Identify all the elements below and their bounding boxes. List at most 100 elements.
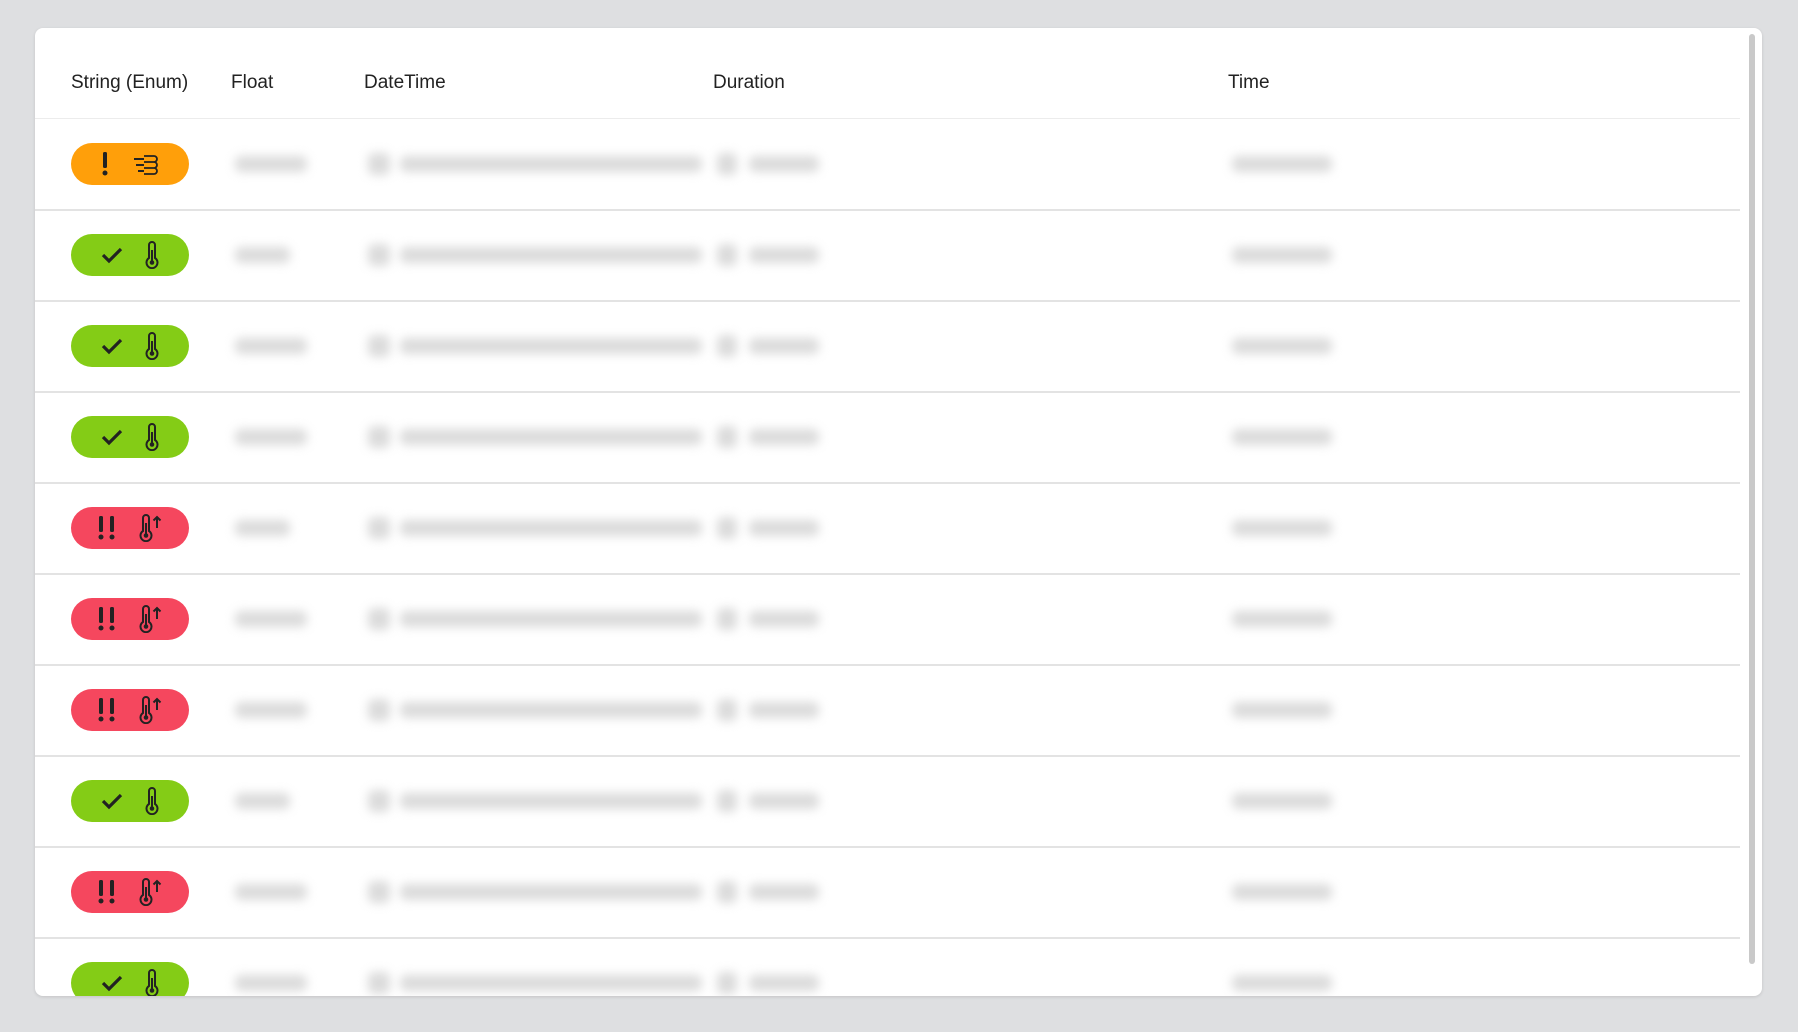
duration-cell-redacted: [749, 793, 819, 809]
check-icon: [101, 338, 123, 355]
float-cell-redacted: [235, 520, 290, 536]
time-cell-redacted: [1232, 247, 1332, 263]
table-row[interactable]: [35, 847, 1740, 939]
column-header-duration[interactable]: Duration: [713, 72, 785, 93]
time-cell-redacted: [1232, 702, 1332, 718]
datetime-cell-redacted: [400, 247, 702, 263]
datetime-icon-redacted: [368, 608, 390, 630]
status-badge-ok: [71, 416, 189, 458]
thermometer-up-icon: [139, 878, 162, 906]
duration-cell-redacted: [749, 520, 819, 536]
time-cell-redacted: [1232, 793, 1332, 809]
duration-icon-redacted: [717, 790, 737, 812]
float-cell-redacted: [235, 611, 307, 627]
duration-cell-redacted: [749, 247, 819, 263]
duration-icon-redacted: [717, 608, 737, 630]
datetime-cell-redacted: [400, 702, 702, 718]
double-exclamation-icon: [98, 880, 115, 904]
datetime-icon-redacted: [368, 335, 390, 357]
datetime-icon-redacted: [368, 699, 390, 721]
float-cell-redacted: [235, 429, 307, 445]
float-cell-redacted: [235, 156, 307, 172]
check-icon: [101, 975, 123, 992]
datetime-cell-redacted: [400, 338, 702, 354]
thermometer-icon: [145, 969, 159, 996]
float-cell-redacted: [235, 884, 307, 900]
check-icon: [101, 247, 123, 264]
column-header-string-enum[interactable]: String (Enum): [71, 72, 189, 93]
time-cell-redacted: [1232, 884, 1332, 900]
datetime-icon-redacted: [368, 153, 390, 175]
duration-cell-redacted: [749, 611, 819, 627]
duration-icon-redacted: [717, 244, 737, 266]
status-badge-critical: [71, 598, 189, 640]
status-badge-warning: [71, 143, 189, 185]
duration-cell-redacted: [749, 156, 819, 172]
column-header-time[interactable]: Time: [1228, 72, 1270, 93]
datetime-cell-redacted: [400, 429, 702, 445]
float-cell-redacted: [235, 975, 307, 991]
datetime-icon-redacted: [368, 972, 390, 994]
duration-icon-redacted: [717, 426, 737, 448]
float-cell-redacted: [235, 338, 307, 354]
thermometer-up-icon: [139, 605, 162, 633]
datetime-cell-redacted: [400, 975, 702, 991]
time-cell-redacted: [1232, 975, 1332, 991]
status-badge-critical: [71, 689, 189, 731]
double-exclamation-icon: [98, 516, 115, 540]
datetime-icon-redacted: [368, 244, 390, 266]
table-row[interactable]: [35, 483, 1740, 575]
datetime-icon-redacted: [368, 517, 390, 539]
time-cell-redacted: [1232, 338, 1332, 354]
table-row[interactable]: [35, 119, 1740, 211]
duration-icon-redacted: [717, 699, 737, 721]
check-icon: [101, 793, 123, 810]
check-icon: [101, 429, 123, 446]
heat-wind-icon: [134, 155, 158, 175]
table-row[interactable]: [35, 392, 1740, 484]
datetime-cell-redacted: [400, 611, 702, 627]
datetime-icon-redacted: [368, 881, 390, 903]
float-cell-redacted: [235, 247, 290, 263]
column-header-float[interactable]: Float: [231, 72, 274, 93]
duration-icon-redacted: [717, 153, 737, 175]
datetime-cell-redacted: [400, 156, 702, 172]
datetime-icon-redacted: [368, 426, 390, 448]
thermometer-up-icon: [139, 514, 162, 542]
datetime-icon-redacted: [368, 790, 390, 812]
datetime-cell-redacted: [400, 884, 702, 900]
duration-cell-redacted: [749, 338, 819, 354]
duration-icon-redacted: [717, 972, 737, 994]
duration-cell-redacted: [749, 429, 819, 445]
duration-icon-redacted: [717, 517, 737, 539]
datetime-cell-redacted: [400, 793, 702, 809]
float-cell-redacted: [235, 793, 290, 809]
table-row[interactable]: [35, 756, 1740, 848]
double-exclamation-icon: [98, 698, 115, 722]
duration-cell-redacted: [749, 702, 819, 718]
datetime-cell-redacted: [400, 520, 702, 536]
thermometer-icon: [145, 423, 159, 451]
status-badge-ok: [71, 234, 189, 276]
thermometer-icon: [145, 787, 159, 815]
status-badge-critical: [71, 871, 189, 913]
exclamation-icon: [102, 152, 108, 176]
vertical-scrollbar[interactable]: [1749, 34, 1755, 964]
duration-cell-redacted: [749, 884, 819, 900]
table-row[interactable]: [35, 574, 1740, 666]
status-badge-critical: [71, 507, 189, 549]
status-badge-ok: [71, 962, 189, 996]
thermometer-icon: [145, 332, 159, 360]
table-header: String (Enum) Float DateTime Duration Ti…: [35, 28, 1740, 119]
time-cell-redacted: [1232, 611, 1332, 627]
status-badge-ok: [71, 780, 189, 822]
column-header-datetime[interactable]: DateTime: [364, 72, 446, 93]
table-row[interactable]: [35, 938, 1740, 996]
table-row[interactable]: [35, 301, 1740, 393]
status-badge-ok: [71, 325, 189, 367]
table-row[interactable]: [35, 665, 1740, 757]
time-cell-redacted: [1232, 156, 1332, 172]
table-row[interactable]: [35, 210, 1740, 302]
duration-cell-redacted: [749, 975, 819, 991]
float-cell-redacted: [235, 702, 307, 718]
